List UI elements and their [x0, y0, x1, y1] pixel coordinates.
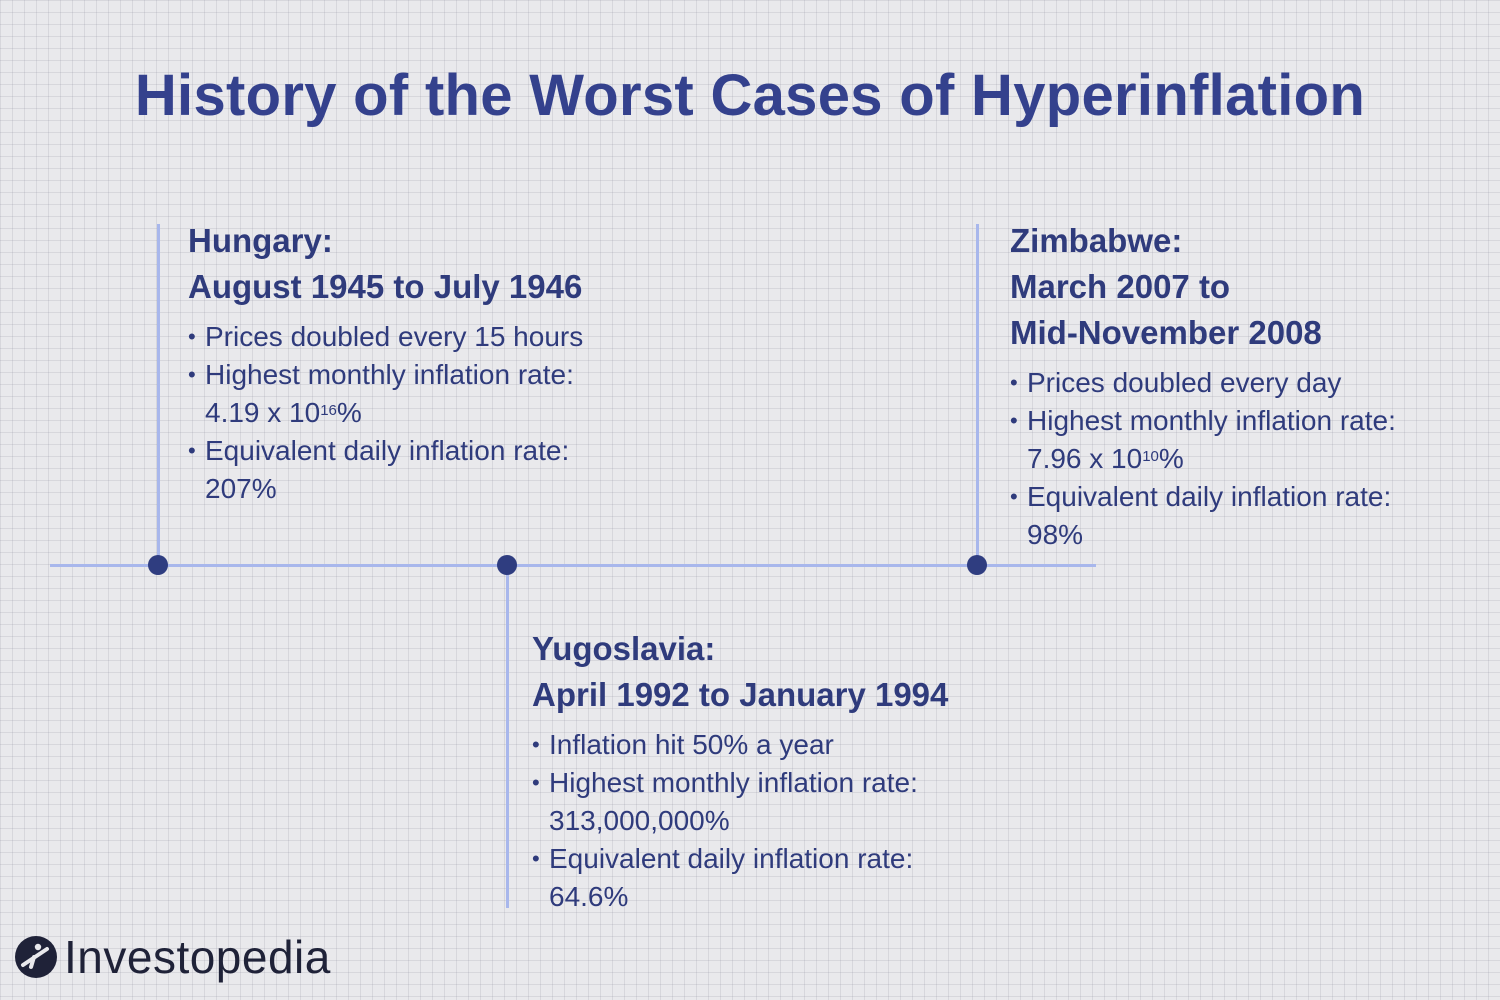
hungary-timeline-dot: [148, 555, 168, 575]
brand-name: Investopedia: [64, 931, 331, 983]
zimbabwe-period-line1: March 2007 to: [1010, 268, 1231, 305]
page-title: History of the Worst Cases of Hyperinfla…: [134, 63, 1366, 128]
hungary-country: Hungary:: [188, 222, 333, 259]
brand-logo[interactable]: Investopedia: [14, 930, 331, 984]
zimbabwe-country: Zimbabwe:: [1010, 222, 1183, 259]
list-item: • Prices doubled every day: [1010, 367, 1342, 398]
yugoslavia-facts: • Inflation hit 50% a year • Highest month…: [532, 726, 948, 916]
list-item: • Highest monthly inflation rate: 4.19 x …: [188, 359, 574, 428]
investopedia-logo-icon: [15, 936, 57, 978]
zimbabwe-connector: [976, 224, 979, 566]
timeline-axis: [50, 564, 1096, 567]
zimbabwe-case: Zimbabwe: March 2007 to Mid-November 200…: [1010, 218, 1396, 554]
hungary-facts: • Prices doubled every 15 hours • Highest …: [188, 318, 583, 508]
list-item: • Prices doubled every 15 hours: [188, 321, 584, 352]
yugoslavia-connector: [506, 566, 509, 908]
zimbabwe-period-line2: Mid-November 2008: [1010, 314, 1322, 351]
hungary-connector: [157, 224, 160, 566]
hungary-case: Hungary: August 1945 to July 1946 • Price…: [188, 218, 583, 508]
yugoslavia-timeline-dot: [497, 555, 517, 575]
list-item: • Highest monthly inflation rate: 7.96 x …: [1010, 405, 1396, 474]
list-item: • Equivalent daily inflation rate: 98%: [1010, 481, 1392, 550]
list-item: • Equivalent daily inflation rate: 64.6%: [532, 843, 914, 912]
yugoslavia-period: April 1992 to January 1994: [532, 676, 949, 713]
zimbabwe-timeline-dot: [967, 555, 987, 575]
yugoslavia-case: Yugoslavia: April 1992 to January 1994 •…: [532, 626, 948, 916]
list-item: • Inflation hit 50% a year: [532, 729, 834, 760]
list-item: • Highest monthly inflation rate: 313,000…: [532, 767, 918, 836]
hungary-period: August 1945 to July 1946: [188, 268, 583, 305]
yugoslavia-country: Yugoslavia:: [532, 630, 716, 667]
zimbabwe-facts: • Prices doubled every day • Highest month…: [1010, 364, 1396, 554]
list-item: • Equivalent daily inflation rate: 207%: [188, 435, 570, 504]
